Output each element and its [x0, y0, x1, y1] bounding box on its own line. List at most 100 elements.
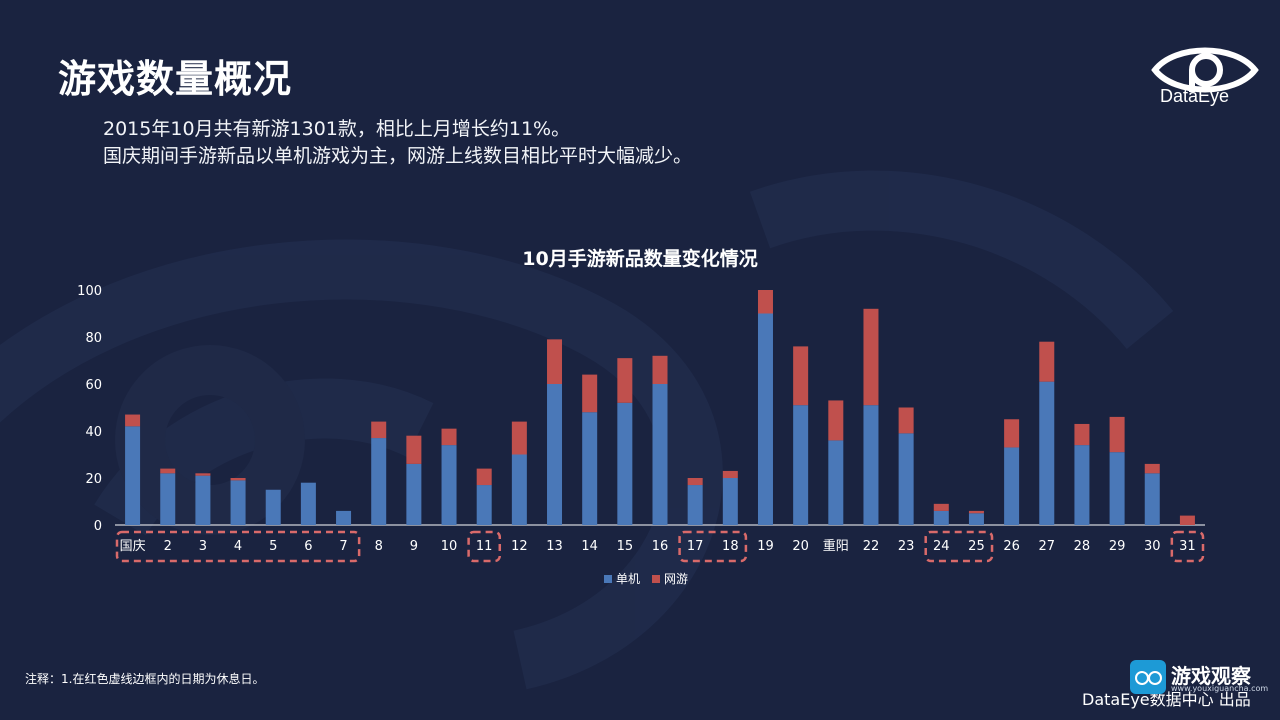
bar-online-1	[160, 468, 176, 474]
bar-online-24	[968, 510, 984, 514]
bar-online-8	[406, 435, 422, 464]
bar-single-10	[476, 485, 492, 525]
bar-online-16	[687, 478, 703, 486]
bar-single-0	[125, 426, 141, 525]
rest-day-box	[924, 530, 994, 563]
footnote: 注释：1.在红色虚线边框内的日期为休息日。	[25, 672, 265, 686]
bar-single-17	[722, 478, 738, 525]
x-tick-label: 5	[269, 539, 277, 554]
bar-single-29	[1144, 473, 1160, 525]
bar-single-16	[687, 485, 703, 525]
bar-online-20	[828, 400, 844, 441]
bar-online-7	[371, 421, 387, 439]
y-tick-label: 100	[77, 284, 102, 299]
chart-title: 10月手游新品数量变化情况	[522, 248, 758, 270]
bar-single-7	[371, 438, 387, 525]
bar-single-9	[441, 445, 457, 525]
legend-swatch-1	[652, 575, 660, 583]
x-tick-label: 3	[199, 539, 207, 554]
rest-day-box	[467, 530, 502, 563]
bar-single-20	[828, 440, 844, 525]
x-tick-label: 27	[1039, 539, 1056, 554]
bar-single-28	[1109, 452, 1125, 525]
watermark-text: 游戏观察	[1171, 664, 1251, 688]
bar-single-21	[863, 405, 879, 525]
bar-single-13	[582, 412, 598, 525]
x-tick-label: 15	[617, 539, 634, 554]
bar-online-10	[476, 468, 492, 486]
legend-label-0: 单机	[616, 572, 640, 586]
bar-single-18	[757, 313, 773, 525]
legend-label-1: 网游	[664, 572, 688, 586]
rest-day-box	[1170, 530, 1205, 563]
watermark: 游戏观察 www.youxiguancha.com	[1130, 660, 1268, 696]
bar-single-27	[1074, 445, 1090, 525]
bar-online-0	[125, 414, 141, 427]
x-tick-label: 16	[652, 539, 669, 554]
credit-text: DataEye数据中心 出品	[1082, 690, 1251, 709]
bar-online-28	[1109, 416, 1125, 453]
legend-swatch-0	[604, 575, 612, 583]
eye-logo-icon	[1151, 47, 1259, 93]
logo-text: DataEye	[1160, 86, 1230, 106]
x-tick-label: 30	[1144, 539, 1161, 554]
bar-online-25	[1004, 419, 1020, 448]
y-tick-label: 20	[85, 472, 102, 487]
x-tick-label: 9	[410, 539, 418, 554]
x-tick-label: 13	[546, 539, 563, 554]
bar-single-4	[265, 489, 281, 525]
bar-single-25	[1004, 447, 1020, 525]
bar-online-21	[863, 308, 879, 406]
x-tick-label: 25	[968, 539, 985, 554]
summary-line-2: 国庆期间手游新品以单机游戏为主，网游上线数目相比平时大幅减少。	[103, 145, 693, 167]
bar-single-19	[793, 405, 809, 525]
bar-online-19	[793, 346, 809, 406]
bar-online-12	[547, 339, 563, 384]
x-tick-label: 24	[933, 539, 950, 554]
x-tick-label: 国庆	[120, 539, 146, 554]
x-tick-label: 19	[757, 539, 774, 554]
summary-text: 2015年10月共有新游1301款，相比上月增长约11%。 国庆期间手游新品以单…	[103, 116, 692, 170]
x-tick-label: 7	[339, 539, 347, 554]
watermark-url: www.youxiguancha.com	[1171, 684, 1269, 693]
bar-online-23	[933, 503, 949, 511]
bar-single-2	[195, 475, 211, 525]
bar-single-24	[968, 513, 984, 525]
x-tick-label: 26	[1003, 539, 1020, 554]
bar-single-26	[1039, 381, 1055, 525]
bar-single-6	[336, 510, 352, 525]
rest-day-box	[678, 530, 748, 563]
summary-line-1: 2015年10月共有新游1301款，相比上月增长约11%。	[103, 118, 571, 140]
bar-online-15	[652, 355, 668, 384]
x-tick-label: 29	[1109, 539, 1126, 554]
y-tick-label: 40	[85, 425, 102, 440]
x-tick-label: 17	[687, 539, 704, 554]
y-tick-label: 0	[94, 519, 102, 534]
bar-online-29	[1144, 463, 1160, 474]
bar-single-1	[160, 473, 176, 525]
bar-online-18	[757, 290, 773, 314]
page-title: 游戏数量概况	[58, 57, 293, 101]
x-tick-label: 2	[164, 539, 172, 554]
x-tick-label: 11	[476, 539, 493, 554]
bar-single-22	[898, 433, 914, 525]
x-tick-label: 6	[304, 539, 312, 554]
bar-single-11	[511, 454, 527, 525]
bar-online-11	[511, 421, 527, 455]
bar-single-15	[652, 384, 668, 525]
bar-single-5	[300, 482, 316, 525]
x-tick-label: 28	[1074, 539, 1091, 554]
bar-online-22	[898, 407, 914, 434]
x-tick-label: 22	[863, 539, 880, 554]
x-tick-label: 14	[581, 539, 598, 554]
x-tick-label: 31	[1179, 539, 1196, 554]
y-tick-label: 60	[85, 378, 102, 393]
bar-online-9	[441, 428, 457, 446]
x-tick-label: 4	[234, 539, 242, 554]
bar-single-23	[933, 510, 949, 525]
bar-online-26	[1039, 341, 1055, 382]
x-tick-label: 12	[511, 539, 528, 554]
bar-single-14	[617, 402, 633, 525]
x-tick-label: 20	[792, 539, 809, 554]
